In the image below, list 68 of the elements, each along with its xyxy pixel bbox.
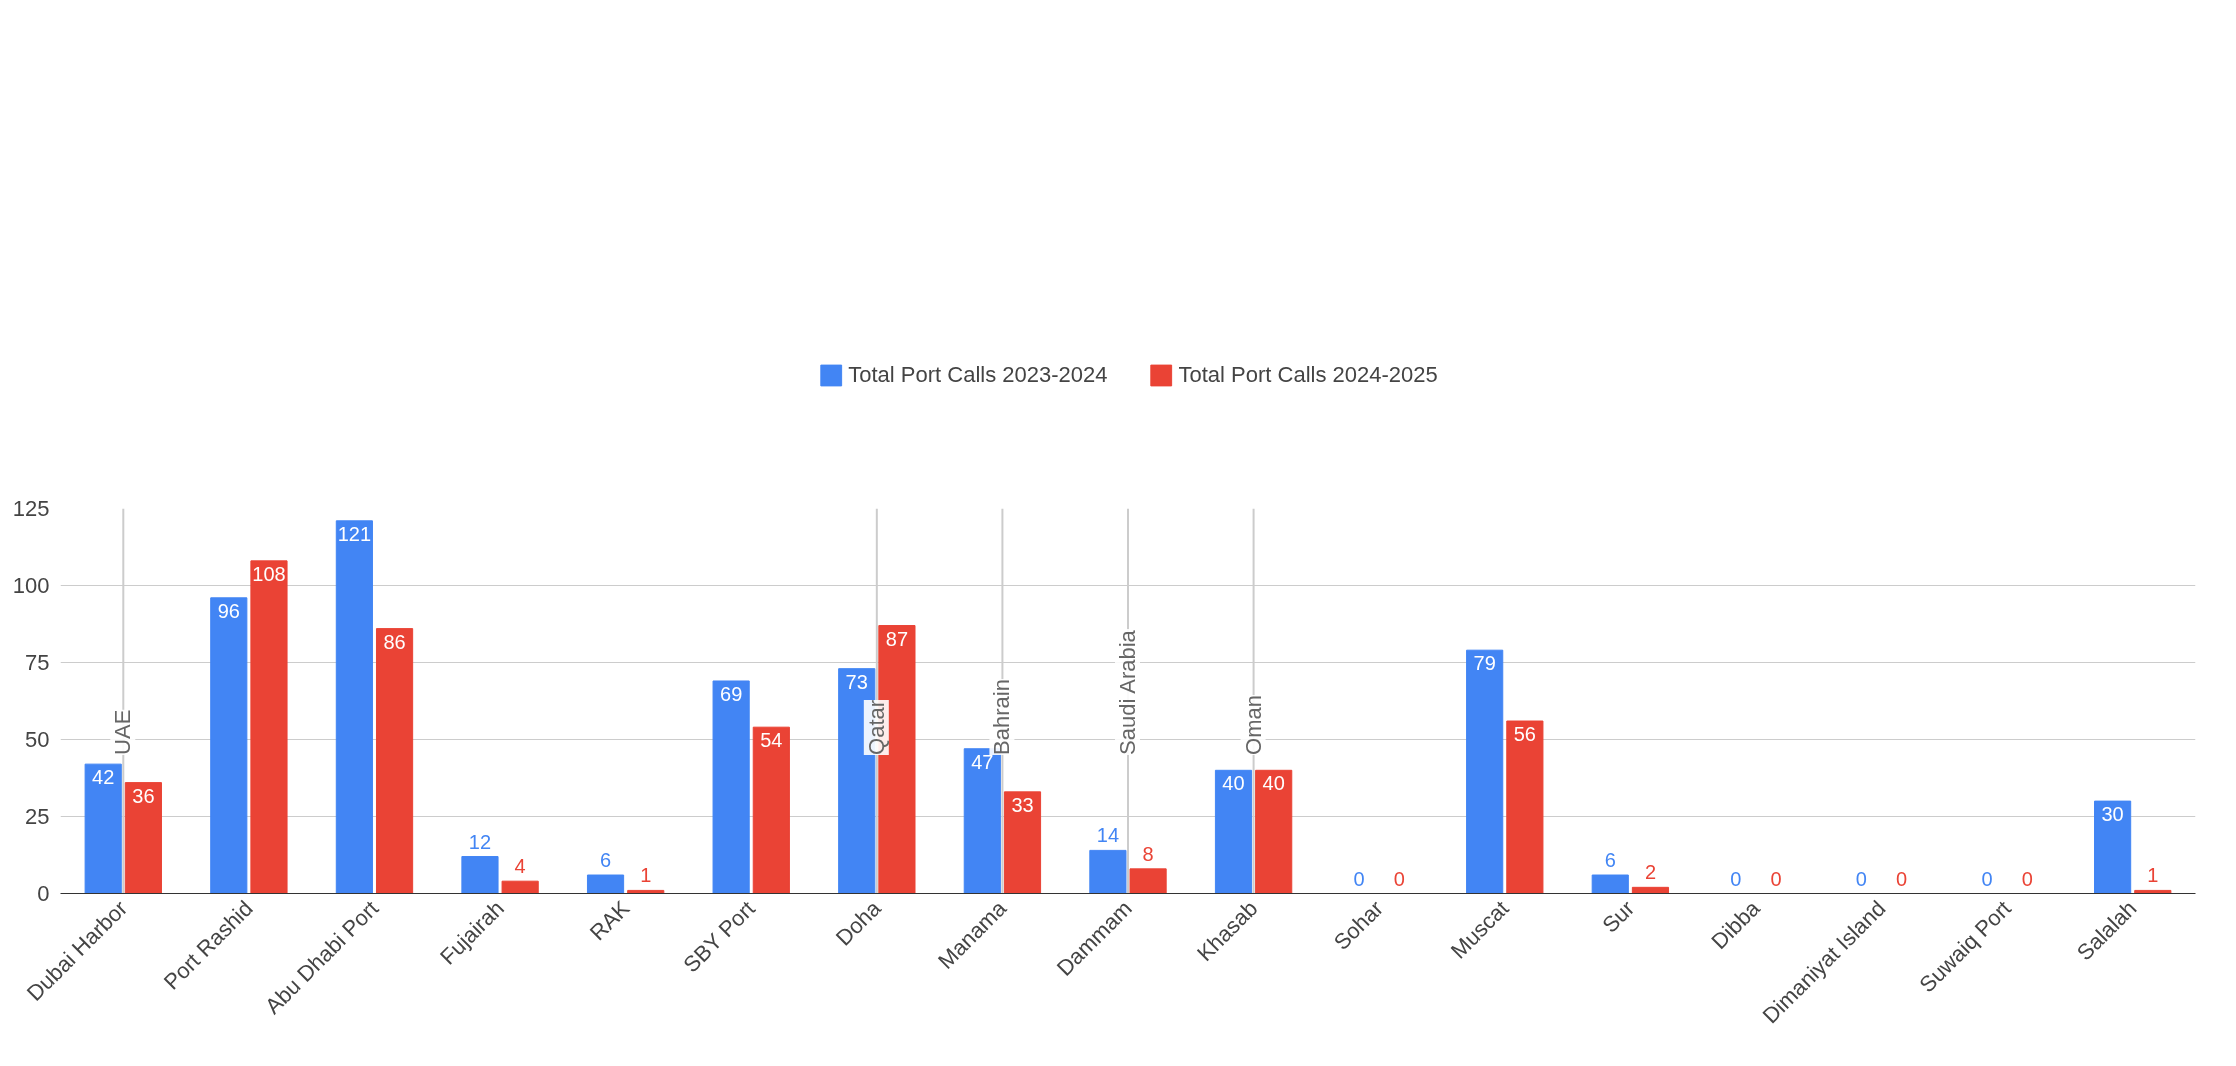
bar bbox=[1255, 769, 1293, 894]
y-tick-label: 75 bbox=[25, 650, 50, 675]
y-tick-label: 0 bbox=[37, 881, 50, 906]
data-label: 69 bbox=[720, 682, 743, 705]
y-tick-label: 50 bbox=[25, 727, 50, 752]
x-tick-label: Sur bbox=[1597, 895, 1640, 938]
bar bbox=[501, 880, 539, 894]
y-tick-label: 100 bbox=[12, 573, 50, 598]
data-label: 1 bbox=[640, 864, 652, 887]
bar bbox=[250, 560, 288, 894]
data-label: 30 bbox=[2101, 803, 2124, 826]
data-label: 0 bbox=[1981, 867, 1993, 890]
bar bbox=[1129, 868, 1167, 894]
data-label: 0 bbox=[2021, 867, 2033, 890]
data-label: 121 bbox=[337, 522, 372, 545]
bar bbox=[586, 874, 625, 894]
bar bbox=[712, 680, 750, 894]
data-label: 6 bbox=[1604, 849, 1616, 872]
data-label: 0 bbox=[1770, 867, 1782, 890]
bar bbox=[1506, 720, 1544, 894]
bar bbox=[461, 856, 499, 894]
bar bbox=[84, 763, 122, 894]
bar bbox=[124, 782, 162, 894]
ref-line-label: Bahrain bbox=[989, 679, 1015, 755]
data-label: 108 bbox=[252, 562, 286, 585]
y-tick-label: 25 bbox=[25, 804, 50, 829]
ref-line-label: UAE bbox=[110, 709, 136, 755]
ref-line-label: Qatar bbox=[863, 699, 889, 755]
data-label: 14 bbox=[1096, 824, 1120, 847]
y-tick-label: 125 bbox=[12, 496, 50, 521]
data-label: 1 bbox=[2147, 864, 2159, 887]
data-label: 86 bbox=[383, 630, 406, 653]
data-label: 0 bbox=[1730, 867, 1742, 890]
bar bbox=[1214, 769, 1253, 894]
ref-line-label: Oman bbox=[1240, 694, 1266, 755]
data-label: 36 bbox=[132, 784, 155, 807]
data-label: 8 bbox=[1142, 842, 1154, 865]
bar bbox=[210, 597, 248, 894]
data-label: 42 bbox=[92, 766, 115, 789]
bar bbox=[2094, 800, 2132, 894]
data-label: 54 bbox=[760, 729, 783, 752]
data-label: 96 bbox=[217, 599, 240, 622]
legend-label: Total Port Calls 2024-2025 bbox=[1178, 361, 1438, 388]
bar bbox=[375, 628, 414, 894]
data-label: 12 bbox=[468, 830, 492, 853]
bar bbox=[1466, 649, 1504, 894]
bar bbox=[1631, 886, 1670, 894]
data-label: 6 bbox=[599, 849, 612, 872]
data-label: 79 bbox=[1473, 652, 1496, 675]
data-label: 2 bbox=[1644, 861, 1657, 884]
bar bbox=[335, 520, 373, 894]
bar bbox=[1003, 791, 1042, 894]
data-label: 4 bbox=[514, 855, 526, 878]
data-label: 0 bbox=[1855, 867, 1867, 890]
bar bbox=[1591, 874, 1629, 894]
data-label: 0 bbox=[1353, 867, 1365, 890]
ref-line-label: Saudi Arabia bbox=[1115, 629, 1140, 755]
data-label: 73 bbox=[845, 670, 868, 693]
data-label: 40 bbox=[1262, 772, 1285, 795]
bar bbox=[752, 726, 790, 894]
data-label: 0 bbox=[1393, 867, 1405, 890]
legend-label: Total Port Calls 2023-2024 bbox=[848, 361, 1108, 388]
data-label: 33 bbox=[1011, 793, 1034, 816]
data-label: 56 bbox=[1513, 723, 1536, 746]
data-label: 0 bbox=[1896, 867, 1908, 890]
data-label: 87 bbox=[885, 627, 909, 650]
bar bbox=[1089, 849, 1127, 894]
data-label: 40 bbox=[1222, 772, 1245, 795]
